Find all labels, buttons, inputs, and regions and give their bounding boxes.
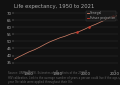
Text: Source: UNPD (2019). Estimates of the effects of the 2019
HIV calibration. Link : Source: UNPD (2019). Estimates of the ef… [8,71,120,84]
Legend: Senegal, Future projection: Senegal, Future projection [86,11,116,21]
Text: Life expectancy, 1950 to 2021: Life expectancy, 1950 to 2021 [14,4,95,9]
